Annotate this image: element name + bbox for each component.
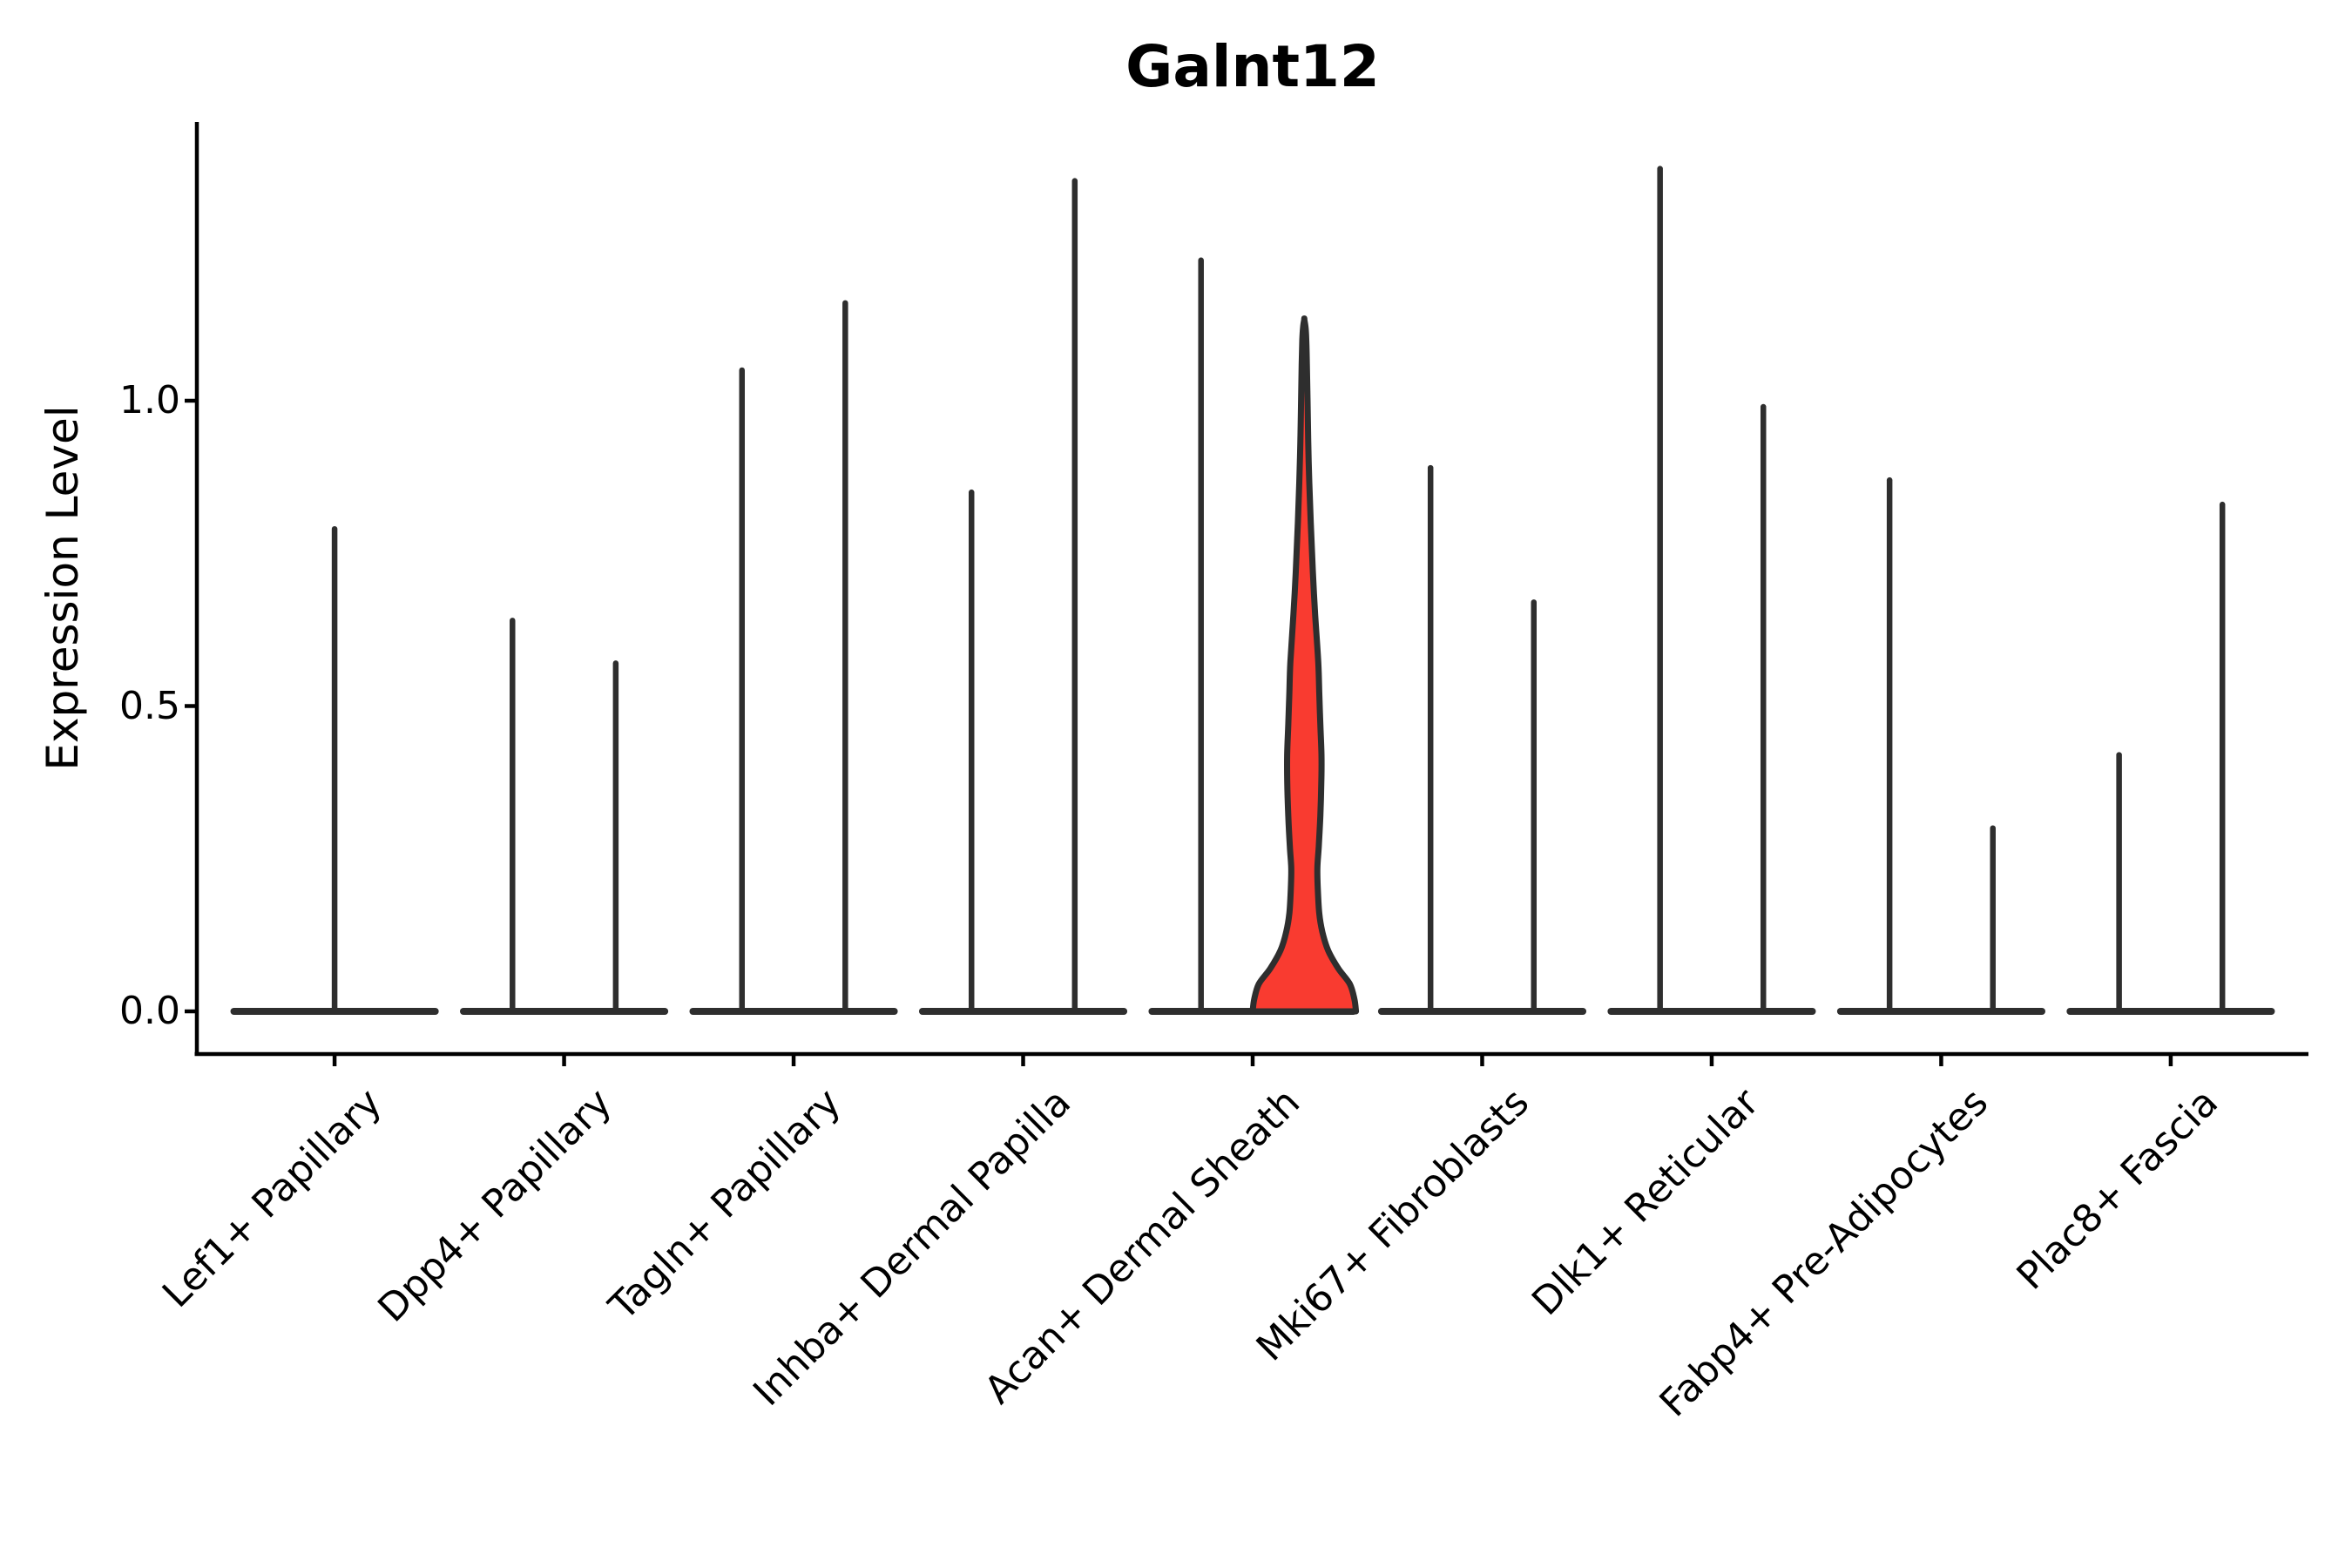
y-tick-label-1: 0.5 xyxy=(119,683,180,728)
y-tick-label-2: 1.0 xyxy=(119,378,180,422)
chart-title: Galnt12 xyxy=(1125,33,1380,100)
y-tick-label-0: 0.0 xyxy=(119,989,180,1033)
highlighted-violin xyxy=(1249,315,1360,1015)
